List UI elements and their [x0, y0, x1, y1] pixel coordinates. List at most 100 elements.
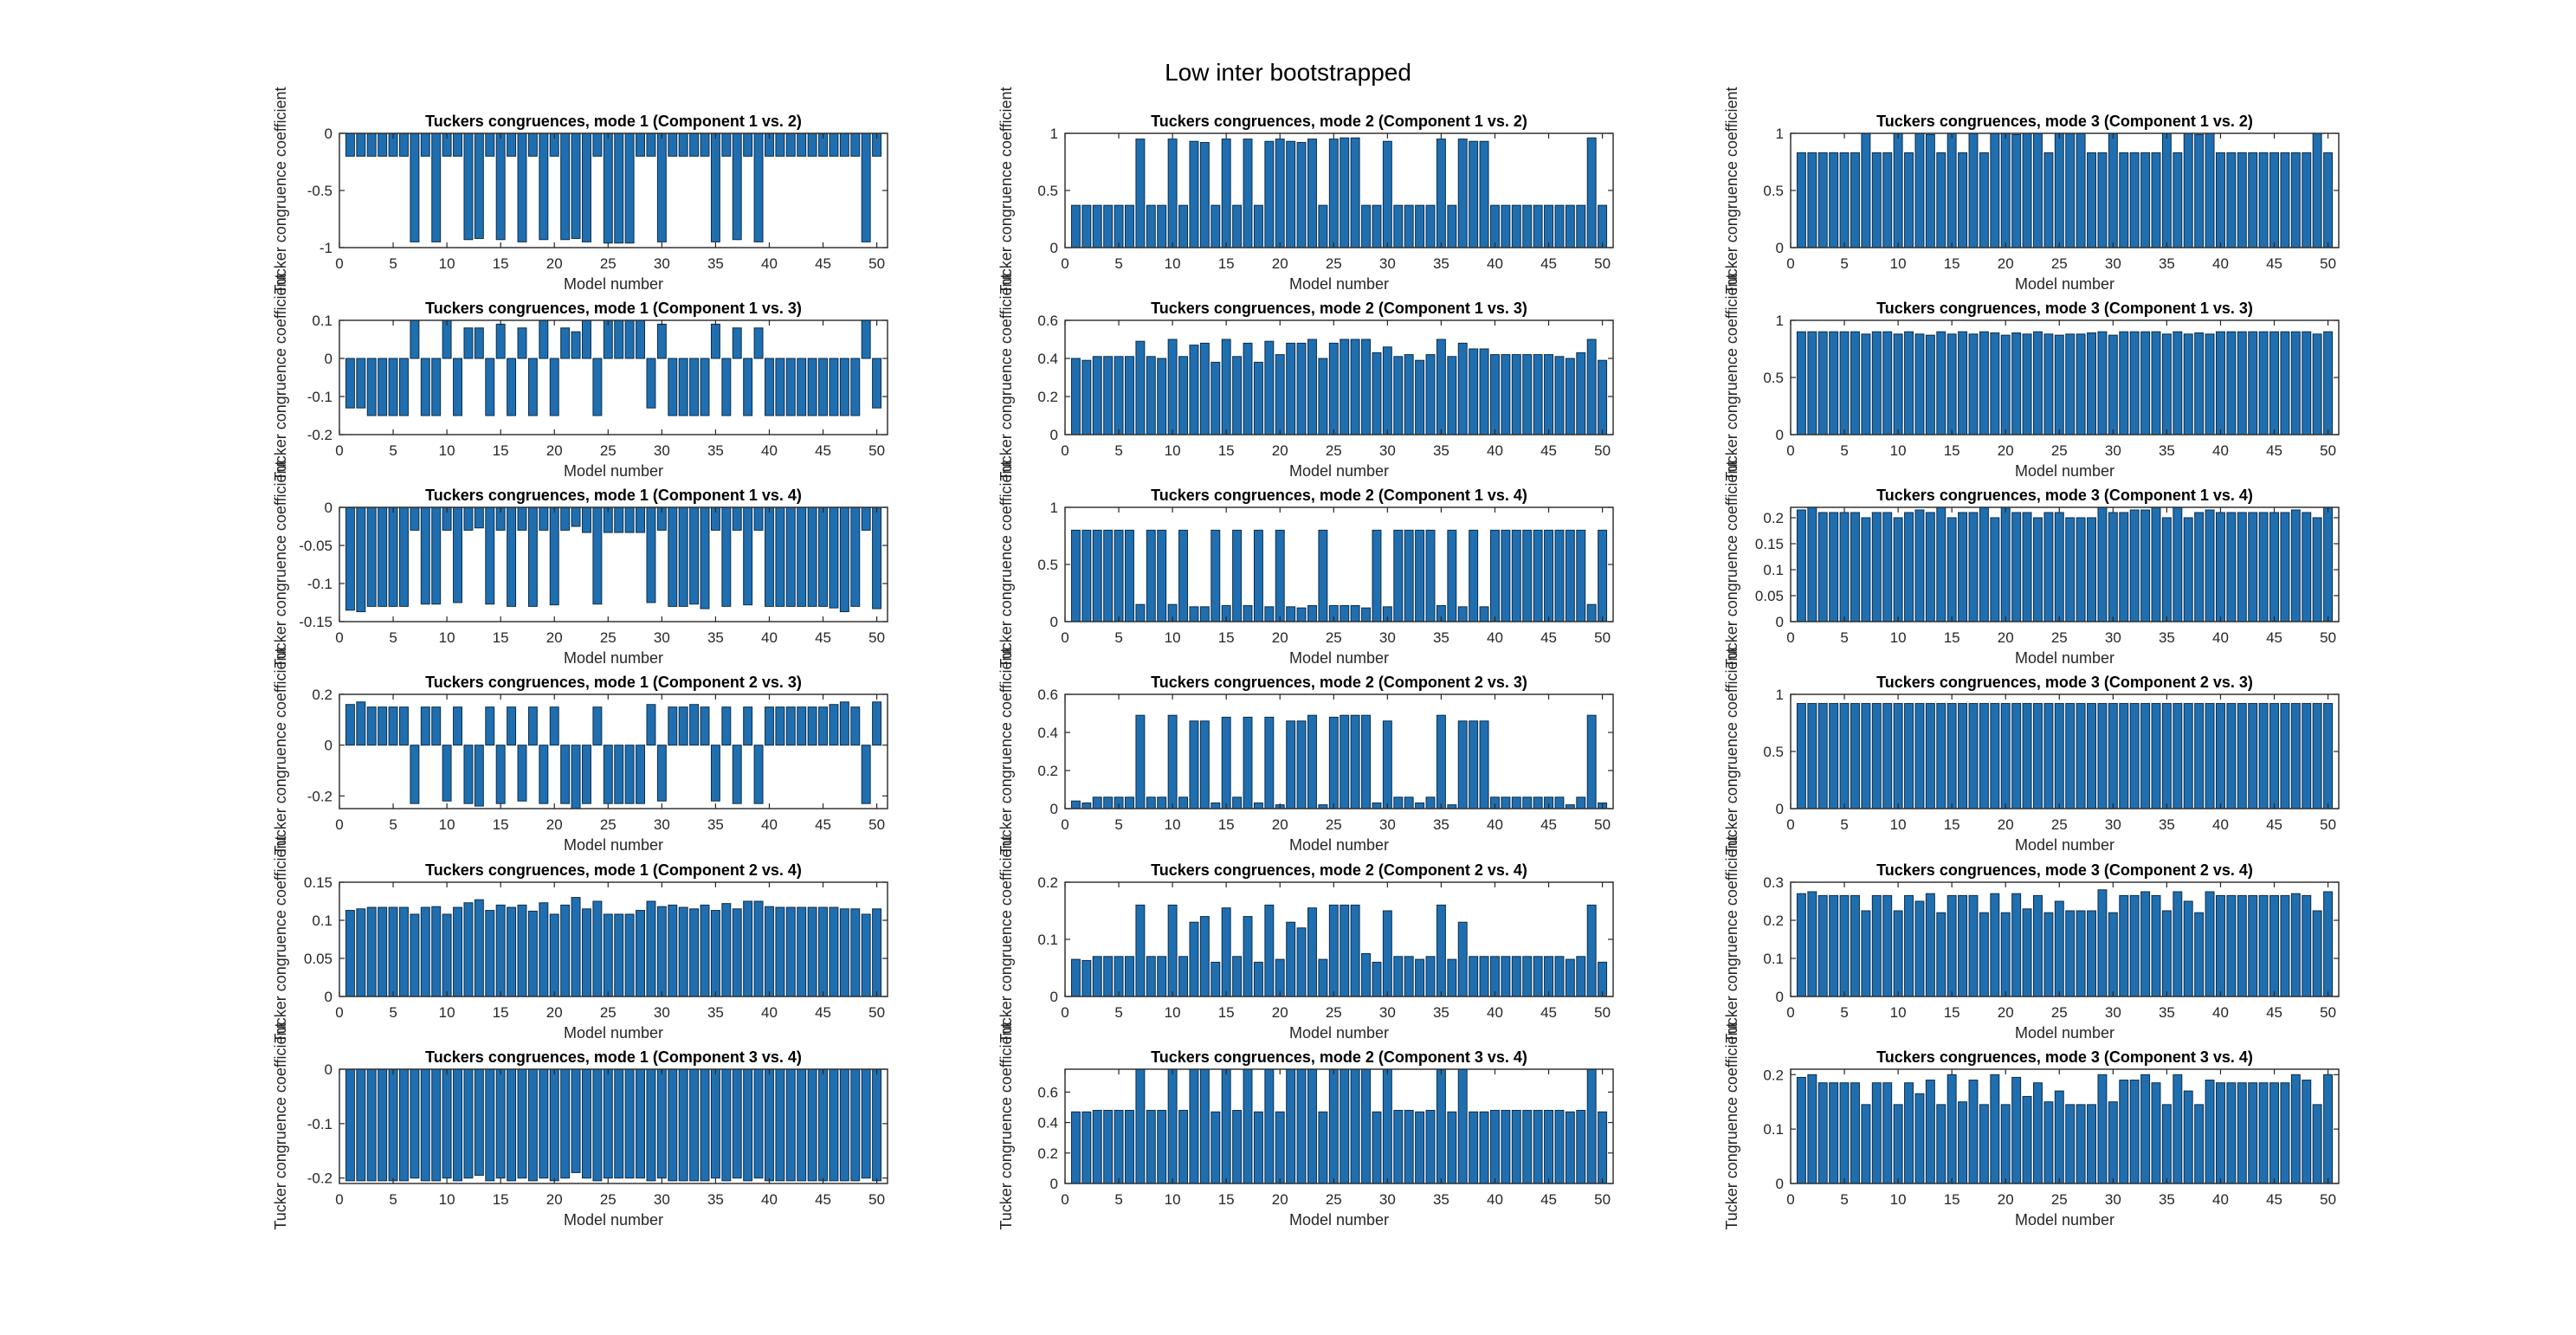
- bar: [1372, 961, 1382, 997]
- bar: [2290, 509, 2301, 622]
- x-tick-label: 10: [1890, 1004, 1907, 1021]
- y-tick-label: 0: [325, 989, 332, 1005]
- bar: [765, 706, 774, 746]
- bar: [785, 358, 796, 416]
- bar: [1861, 1104, 1871, 1184]
- subplot-title: Tuckers congruences, mode 1 (Component 2…: [425, 861, 802, 879]
- bar: [2043, 703, 2054, 809]
- bar: [1936, 1104, 1947, 1184]
- bar: [1565, 958, 1575, 997]
- y-axis-label: Tucker congruence coefficient: [1723, 274, 1740, 480]
- bar: [2108, 512, 2118, 622]
- x-tick-label: 45: [2266, 442, 2282, 459]
- bar: [603, 319, 613, 359]
- y-tick-label: 0.6: [1037, 1084, 1058, 1100]
- bar: [775, 506, 785, 607]
- bar: [1990, 517, 2000, 622]
- bar: [765, 1068, 774, 1182]
- axes-background: [1791, 694, 2339, 809]
- bar: [485, 506, 495, 605]
- bar: [2151, 331, 2161, 435]
- bar: [1404, 529, 1414, 622]
- x-tick-label: 0: [1786, 629, 1794, 646]
- x-tick-label: 10: [1165, 816, 1181, 833]
- bar: [2216, 703, 2225, 809]
- bar: [1522, 1110, 1533, 1184]
- y-tick-label: 0.1: [1763, 562, 1784, 578]
- bar: [2312, 1104, 2322, 1184]
- bar: [785, 1068, 796, 1182]
- y-tick-label: 0.4: [1037, 351, 1058, 367]
- bar: [410, 913, 420, 997]
- bar: [1861, 132, 1871, 248]
- bar: [1861, 703, 1871, 809]
- axes-background: [1791, 320, 2339, 435]
- bar: [1817, 703, 1828, 809]
- bar: [539, 132, 549, 241]
- x-tick-label: 30: [2105, 255, 2121, 272]
- y-tick-label: -1: [320, 240, 332, 256]
- y-tick-label: 0.6: [1037, 313, 1058, 329]
- bar: [678, 358, 688, 416]
- bar: [2269, 703, 2279, 809]
- bar: [1372, 1111, 1382, 1184]
- bar: [1296, 720, 1307, 809]
- bar: [1189, 606, 1199, 622]
- y-tick-label: 0: [1050, 614, 1058, 630]
- x-tick-label: 20: [1998, 1191, 2014, 1208]
- bar: [1199, 916, 1210, 997]
- bar: [1382, 140, 1392, 248]
- bar: [2151, 152, 2161, 248]
- subplot-title: Tuckers congruences, mode 2 (Component 3…: [1151, 1048, 1527, 1066]
- bar: [785, 706, 796, 746]
- bar: [1286, 606, 1296, 622]
- bar: [2076, 132, 2086, 248]
- bar: [1318, 529, 1328, 622]
- bar: [1979, 1104, 1989, 1184]
- bar: [495, 745, 506, 804]
- bar: [656, 132, 667, 242]
- bar: [2194, 912, 2205, 997]
- bar: [527, 706, 538, 746]
- bar: [1990, 703, 2000, 809]
- bar: [1199, 606, 1210, 622]
- bar: [1457, 342, 1468, 435]
- bar: [1286, 720, 1296, 809]
- bar: [1125, 529, 1134, 622]
- x-axis-label: Model number: [2015, 1211, 2114, 1229]
- x-tick-label: 15: [1218, 1191, 1235, 1208]
- axes-background: [1065, 507, 1613, 622]
- bar: [1893, 333, 1903, 435]
- bar: [2216, 512, 2225, 622]
- x-axis-label: Model number: [1289, 1211, 1389, 1229]
- bar: [1436, 139, 1446, 248]
- axes-background: [339, 507, 888, 622]
- x-tick-label: 40: [1487, 629, 1503, 646]
- bar: [1447, 204, 1457, 248]
- bar: [1914, 900, 1925, 997]
- bar: [1199, 142, 1210, 248]
- bar: [1817, 1082, 1828, 1184]
- y-tick-label: 0: [1776, 801, 1784, 817]
- bar: [2280, 894, 2290, 997]
- bar: [732, 132, 742, 241]
- bar: [1286, 1068, 1296, 1184]
- bar: [2248, 512, 2258, 622]
- bar: [1490, 956, 1500, 997]
- bar: [1533, 529, 1543, 622]
- bar: [2000, 912, 2011, 997]
- bar: [2087, 1104, 2096, 1184]
- bar: [818, 706, 828, 746]
- x-tick-label: 50: [2320, 816, 2336, 833]
- x-tick-label: 0: [1061, 442, 1068, 459]
- bar: [2087, 332, 2096, 435]
- x-tick-label: 0: [1786, 1004, 1794, 1021]
- bar: [1904, 331, 1914, 435]
- bar: [2087, 152, 2096, 248]
- bar: [839, 132, 849, 157]
- bar: [1893, 517, 1903, 622]
- bar: [2290, 703, 2301, 809]
- bar: [861, 745, 871, 804]
- bar: [1178, 956, 1188, 997]
- bar: [2226, 703, 2237, 809]
